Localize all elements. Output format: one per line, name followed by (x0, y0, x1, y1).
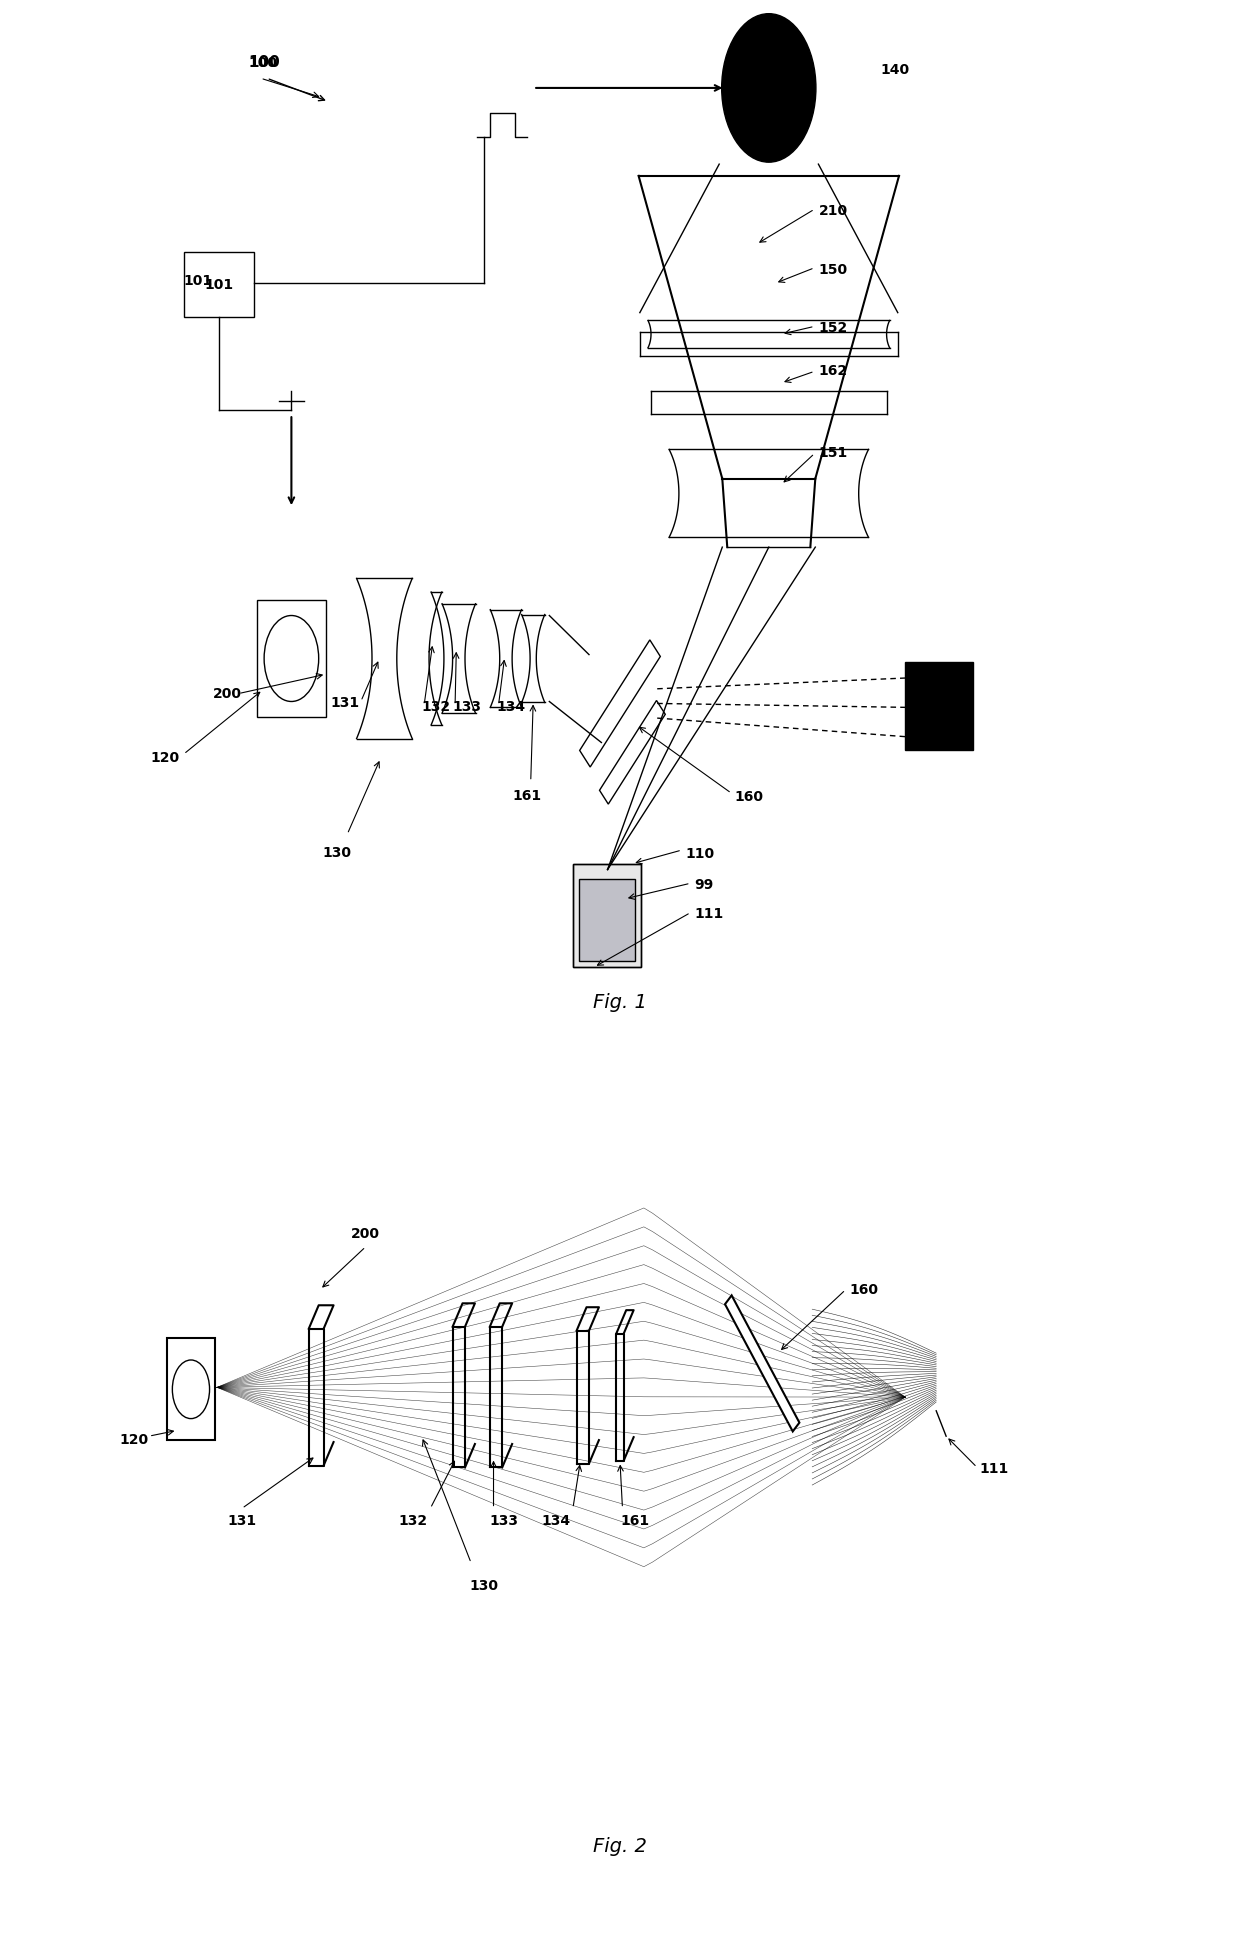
Text: 140: 140 (880, 63, 909, 78)
Text: 132: 132 (399, 1514, 428, 1528)
Text: 162: 162 (818, 363, 847, 379)
Text: 133: 133 (453, 700, 481, 715)
Bar (184, 252, 254, 317)
Text: 110: 110 (686, 846, 714, 862)
Text: 152: 152 (818, 320, 848, 336)
Text: 132: 132 (422, 700, 450, 715)
Text: 100: 100 (248, 55, 277, 70)
Text: 151: 151 (818, 446, 848, 461)
Text: 98: 98 (918, 707, 937, 723)
Text: 134: 134 (542, 1514, 570, 1528)
Text: Fig. 1: Fig. 1 (593, 993, 647, 1012)
Text: Fig. 2: Fig. 2 (593, 1837, 647, 1856)
Text: 150: 150 (818, 262, 847, 277)
Text: 133: 133 (490, 1514, 518, 1528)
Text: 111: 111 (980, 1462, 1009, 1477)
Text: 131: 131 (227, 1514, 257, 1528)
Text: 160: 160 (849, 1282, 878, 1297)
Text: 130: 130 (322, 846, 352, 860)
Text: 120: 120 (151, 750, 180, 766)
Text: 130: 130 (469, 1579, 498, 1593)
Text: 210: 210 (818, 203, 847, 219)
Text: 160: 160 (734, 789, 763, 805)
Text: 100: 100 (248, 55, 280, 70)
Text: 200: 200 (351, 1227, 381, 1241)
Bar (167, 1338, 215, 1440)
Bar (573, 864, 641, 967)
Text: 111: 111 (694, 907, 724, 922)
Text: 134: 134 (496, 700, 525, 715)
Text: 120: 120 (120, 1432, 149, 1448)
Text: 131: 131 (331, 696, 360, 711)
Polygon shape (725, 1296, 800, 1432)
Bar (905, 662, 973, 750)
Text: 200: 200 (213, 686, 242, 701)
Text: 161: 161 (620, 1514, 649, 1528)
Text: 99: 99 (694, 877, 714, 893)
Text: 161: 161 (512, 789, 542, 803)
Text: 101: 101 (184, 274, 212, 289)
Bar (573, 864, 641, 967)
Bar (257, 600, 326, 717)
Text: 101: 101 (205, 277, 234, 293)
Bar (579, 879, 635, 961)
Circle shape (722, 14, 816, 162)
